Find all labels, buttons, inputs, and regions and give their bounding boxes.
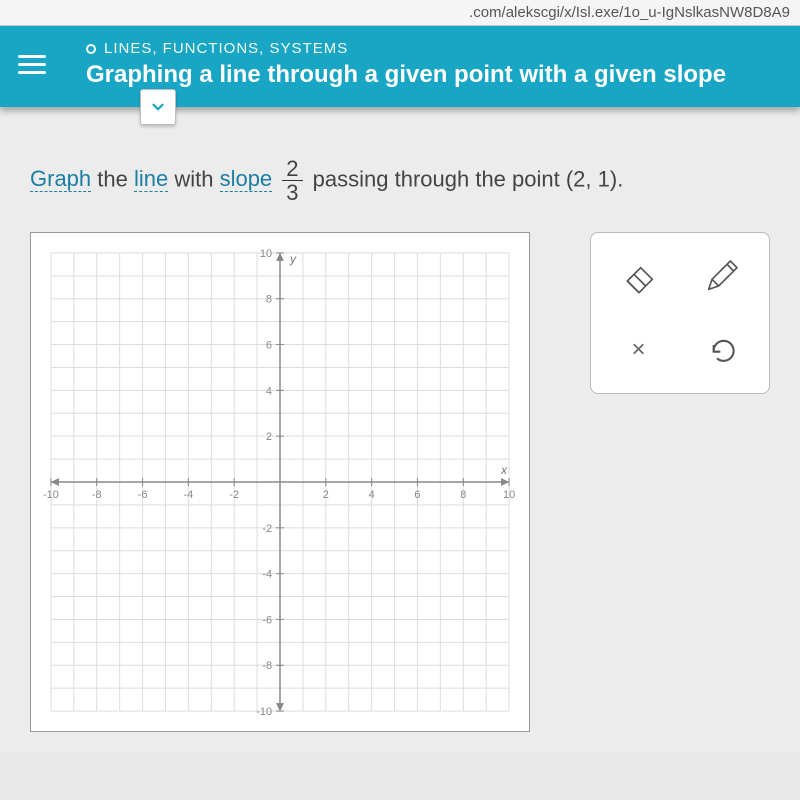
svg-text:6: 6	[414, 489, 420, 501]
svg-text:-10: -10	[256, 706, 272, 718]
svg-text:10: 10	[260, 248, 272, 260]
undo-icon	[702, 330, 742, 370]
svg-text:2: 2	[323, 489, 329, 501]
breadcrumb-label: LINES, FUNCTIONS, SYSTEMS	[104, 40, 348, 57]
svg-text:-6: -6	[138, 489, 148, 501]
term-slope[interactable]: slope	[220, 166, 273, 192]
svg-text:4: 4	[266, 386, 272, 398]
svg-text:-2: -2	[229, 489, 239, 501]
svg-text:y: y	[289, 252, 297, 266]
eraser-button[interactable]	[614, 251, 664, 301]
svg-text:-4: -4	[262, 569, 272, 581]
slope-fraction: 2 3	[282, 157, 302, 204]
svg-text:2: 2	[266, 431, 272, 443]
svg-text:8: 8	[266, 294, 272, 306]
svg-text:-2: -2	[262, 523, 272, 535]
url-bar: .com/alekscgi/x/Isl.exe/1o_u-IgNslkasNW8…	[0, 0, 800, 26]
pencil-icon	[702, 256, 742, 296]
chevron-down-icon	[149, 98, 167, 116]
term-graph[interactable]: Graph	[30, 166, 91, 192]
svg-text:x: x	[500, 463, 508, 477]
svg-text:8: 8	[460, 489, 466, 501]
x-icon: ×	[631, 336, 645, 364]
term-line[interactable]: line	[134, 166, 168, 192]
svg-text:10: 10	[503, 489, 515, 501]
expand-button[interactable]	[140, 89, 176, 125]
svg-text:-4: -4	[184, 489, 194, 501]
svg-text:-10: -10	[43, 489, 59, 501]
undo-button[interactable]	[697, 325, 747, 375]
tool-palette: ×	[590, 232, 770, 394]
pencil-button[interactable]	[697, 251, 747, 301]
breadcrumb-dot-icon	[86, 44, 96, 54]
svg-text:4: 4	[369, 489, 375, 501]
problem-prompt: Graph the line with slope 2 3 passing th…	[30, 157, 770, 204]
svg-text:6: 6	[266, 340, 272, 352]
header-bar: LINES, FUNCTIONS, SYSTEMS Graphing a lin…	[0, 26, 800, 107]
coordinate-grid[interactable]: -10 -8 -6 -4 -2 2 4 6 8 10 -10 -8 -6 -4 -2 2 4 6 8 10 y x	[30, 232, 530, 732]
page-title: Graphing a line through a given point wi…	[86, 61, 782, 89]
menu-icon[interactable]	[18, 50, 46, 79]
svg-text:-6: -6	[262, 615, 272, 627]
svg-text:-8: -8	[262, 660, 272, 672]
content-area: Graph the line with slope 2 3 passing th…	[0, 107, 800, 752]
breadcrumb: LINES, FUNCTIONS, SYSTEMS	[86, 40, 782, 57]
svg-text:-8: -8	[92, 489, 102, 501]
point-value: (2, 1)	[566, 166, 617, 191]
clear-button[interactable]: ×	[614, 325, 664, 375]
eraser-icon	[619, 256, 659, 296]
